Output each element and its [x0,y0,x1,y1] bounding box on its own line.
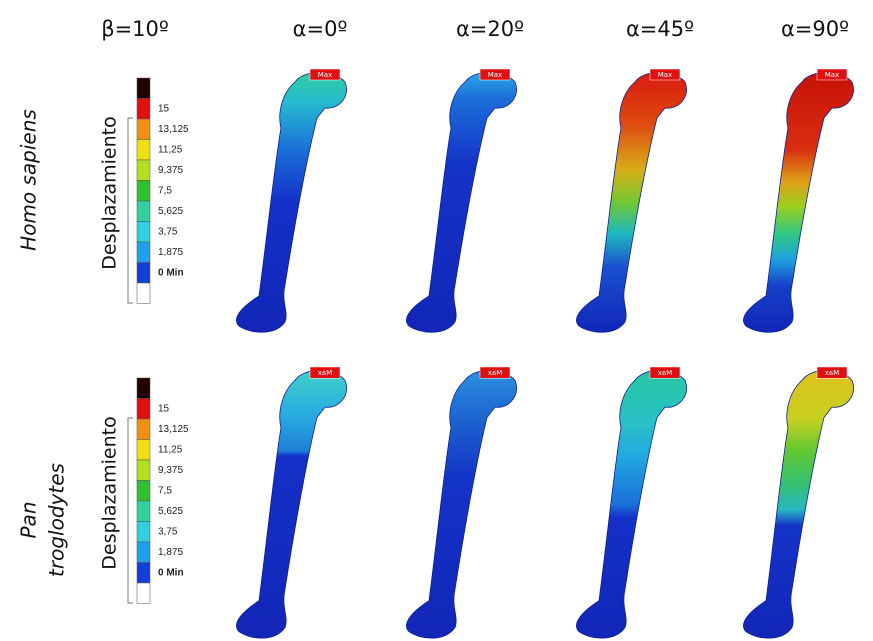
legend-swatch [137,160,150,181]
femur-panel: Max [406,367,516,638]
femur-panel: Max [576,367,686,638]
femur [406,72,516,332]
femur-panel: Max [406,69,516,332]
column-header: α=20º [456,17,524,41]
legend-swatch [137,222,150,243]
femur-panel: Max [236,367,346,638]
femur [236,370,346,638]
marker-label: Max [318,368,332,377]
femur [576,72,686,332]
legend-bracket [128,118,133,303]
legend-swatch [137,181,150,202]
legend-label: 0 Min [158,567,184,578]
legend-swatch [137,263,150,284]
legend-label: 7,5 [158,185,172,196]
legend-swatch [137,140,150,161]
marker-label: Max [488,368,502,377]
column-header: β=10º [101,17,169,41]
marker-label: Max [825,368,839,377]
legend-swatch [137,78,150,99]
legend-label: 7,5 [158,485,172,496]
marker-label: Max [318,71,332,79]
legend-label: 3,75 [158,226,178,237]
max-marker: Max [650,367,680,378]
legend-swatch [137,501,150,522]
max-marker: Max [310,69,340,80]
max-marker: Max [650,69,680,80]
legend-label: 15 [158,103,170,114]
femur-panel: Max [743,69,853,332]
legend-swatch [137,419,150,440]
marker-label: Max [658,368,672,377]
legend-label: 11,25 [158,444,183,455]
legend-swatch [137,542,150,563]
femur-panel: Max [743,367,853,638]
legend-label: 3,75 [158,526,178,537]
max-marker: Max [817,367,847,378]
marker-label: Max [488,71,502,79]
legend-swatch [137,440,150,461]
legend-swatch [137,99,150,120]
max-marker: Max [480,69,510,80]
femur [236,72,346,332]
legend-swatch [137,481,150,502]
legend-swatch [137,563,150,584]
row-label: Homo sapiens [17,109,41,251]
max-marker: Max [480,367,510,378]
legend-title: Desplazamiento [99,116,121,269]
row-label: troglodytes [45,463,69,577]
legend-label: 15 [158,403,170,414]
legend-title: Desplazamiento [99,416,121,569]
legend-swatch [137,583,150,604]
legend-label: 9,375 [158,465,183,476]
legend: 15 13,125 11,25 9,375 7,5 5,625 3,75 1,875 0 Min… [99,378,190,604]
legend-label: 5,625 [158,506,183,517]
legend-label: 9,375 [158,165,183,176]
marker-label: Max [658,71,672,79]
femur-panel: Max [576,69,686,332]
legend-label: 13,125 [158,424,189,435]
legend-swatch [137,522,150,543]
legend: 15 13,125 11,25 9,375 7,5 5,625 3,75 1,875 0 Min… [99,78,190,304]
figure: β=10º α=0º α=20º α=45º α=90º Homo sapiens Pant… [0,0,873,641]
marker-label: Max [825,71,839,79]
column-header: α=0º [293,17,348,41]
legend-label: 1,875 [158,247,183,258]
legend-label: 11,25 [158,144,183,155]
femur [406,370,516,638]
legend-swatch [137,399,150,420]
legend-swatch [137,460,150,481]
femur [743,370,853,638]
femur [743,72,853,332]
legend-label: 0 Min [158,267,184,278]
legend-swatch [137,378,150,399]
column-header: α=45º [626,17,694,41]
legend-label: 5,625 [158,206,183,217]
max-marker: Max [310,367,340,378]
legend-swatch [137,201,150,222]
femur [576,370,686,638]
legend-label: 1,875 [158,547,183,558]
femur-panel: Max [236,69,346,332]
column-header: α=90º [781,17,849,41]
legend-swatch [137,283,150,304]
legend-swatch [137,242,150,263]
row-label: Pan [17,502,41,539]
max-marker: Max [817,69,847,80]
legend-swatch [137,119,150,140]
legend-bracket [128,418,133,603]
legend-label: 13,125 [158,124,189,135]
